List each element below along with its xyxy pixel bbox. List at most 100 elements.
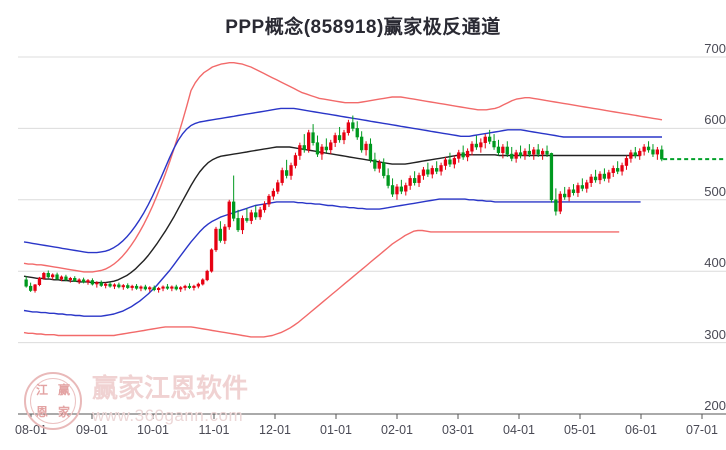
- y-axis-tick-label: 400: [704, 255, 726, 271]
- candle-body: [143, 286, 148, 290]
- candle-body: [523, 150, 527, 156]
- candle-body: [638, 150, 642, 156]
- x-axis-tick-label: 11-01: [198, 423, 230, 437]
- y-axis-tick-label: 500: [704, 183, 726, 199]
- candle-body: [465, 150, 470, 158]
- x-axis-tick-label: 05-01: [564, 423, 596, 437]
- candle-body: [642, 146, 646, 152]
- candle-body: [28, 285, 33, 291]
- candle-body: [554, 199, 558, 212]
- candle-body: [646, 146, 651, 151]
- candle-body: [417, 175, 421, 183]
- candle-body: [434, 168, 439, 172]
- candle-body: [276, 182, 280, 192]
- candle-group: [24, 115, 664, 293]
- candle-body: [549, 153, 554, 201]
- candle-body: [315, 142, 320, 155]
- candle-body: [576, 185, 580, 193]
- candle-body: [240, 218, 245, 231]
- candle-body: [134, 285, 139, 289]
- candle-body: [86, 280, 90, 283]
- candle-body: [46, 272, 50, 278]
- candle-body: [152, 287, 156, 291]
- candle-body: [223, 226, 227, 241]
- candle-body: [443, 159, 448, 166]
- candle-body: [192, 285, 196, 288]
- y-axis-tick-label: 700: [704, 41, 726, 56]
- candle-body: [426, 169, 430, 175]
- candle-body: [298, 145, 302, 156]
- candle-body: [527, 150, 532, 155]
- candle-body: [505, 146, 509, 155]
- candle-body: [655, 149, 660, 155]
- candle-body: [368, 143, 373, 161]
- candle-body: [280, 170, 284, 183]
- candle-body: [179, 287, 183, 290]
- x-axis-tick-label: 02-01: [381, 423, 413, 437]
- candle-body: [377, 162, 381, 169]
- candle-body: [651, 149, 655, 155]
- candle-body: [205, 270, 209, 281]
- candle-body: [157, 287, 161, 290]
- candle-body: [214, 228, 218, 251]
- candle-body: [421, 169, 426, 176]
- band-line-outer-lower-band: [23, 229, 620, 338]
- candle-body: [293, 155, 298, 166]
- candle-body: [337, 135, 342, 141]
- candle-body: [571, 189, 576, 194]
- x-axis-tick-label: 08-01: [15, 423, 47, 437]
- x-axis-tick-label: 03-01: [442, 423, 474, 437]
- candle-body: [562, 193, 567, 198]
- band-line-inner-upper-band: [23, 107, 662, 254]
- candle-body: [187, 285, 192, 288]
- candle-body: [148, 287, 152, 290]
- candle-body: [492, 141, 496, 148]
- candle-body: [284, 170, 289, 176]
- x-axis-tick-label: 12-01: [259, 423, 291, 437]
- candle-body: [329, 142, 333, 151]
- candle-body: [232, 201, 236, 219]
- candle-body: [249, 212, 253, 221]
- candle-body: [95, 282, 99, 285]
- candle-body: [165, 286, 170, 289]
- candle-body: [399, 186, 404, 192]
- candle-body: [68, 277, 73, 280]
- y-axis-tick-label: 300: [704, 326, 726, 342]
- candle-body: [183, 285, 187, 288]
- candle-body: [461, 152, 465, 158]
- candle-body: [33, 284, 37, 291]
- candle-body: [496, 146, 501, 153]
- x-axis-tick-label: 09-01: [76, 423, 108, 437]
- candle-body: [474, 143, 479, 148]
- candle-body: [201, 279, 205, 285]
- candle-body: [126, 285, 130, 288]
- candle-body: [602, 173, 607, 179]
- y-axis-tick-label: 200: [704, 398, 726, 413]
- candle-body: [483, 136, 487, 143]
- candle-body: [589, 176, 593, 183]
- candle-body: [267, 195, 271, 205]
- x-axis-tick-label: 10-01: [137, 423, 169, 437]
- candle-body: [615, 168, 620, 172]
- candle-body: [359, 136, 364, 151]
- candle-body: [620, 165, 624, 172]
- candle-body: [598, 173, 602, 181]
- candle-body: [121, 285, 125, 288]
- candle-body: [112, 284, 117, 287]
- candle-body: [558, 193, 562, 212]
- candle-body: [629, 152, 633, 159]
- candle-body: [382, 162, 386, 176]
- candle-body: [351, 122, 355, 129]
- candle-body: [320, 146, 324, 155]
- candle-body: [289, 165, 293, 176]
- candle-body: [42, 272, 46, 279]
- candle-body: [412, 178, 417, 183]
- candle-body: [64, 276, 68, 281]
- candle-body: [302, 145, 306, 151]
- candle-body: [227, 201, 231, 228]
- chart-title: PPP概念(858918)赢家极反通道: [225, 17, 501, 38]
- x-axis-tick-label: 07-01: [686, 423, 718, 437]
- candle-body: [342, 132, 346, 141]
